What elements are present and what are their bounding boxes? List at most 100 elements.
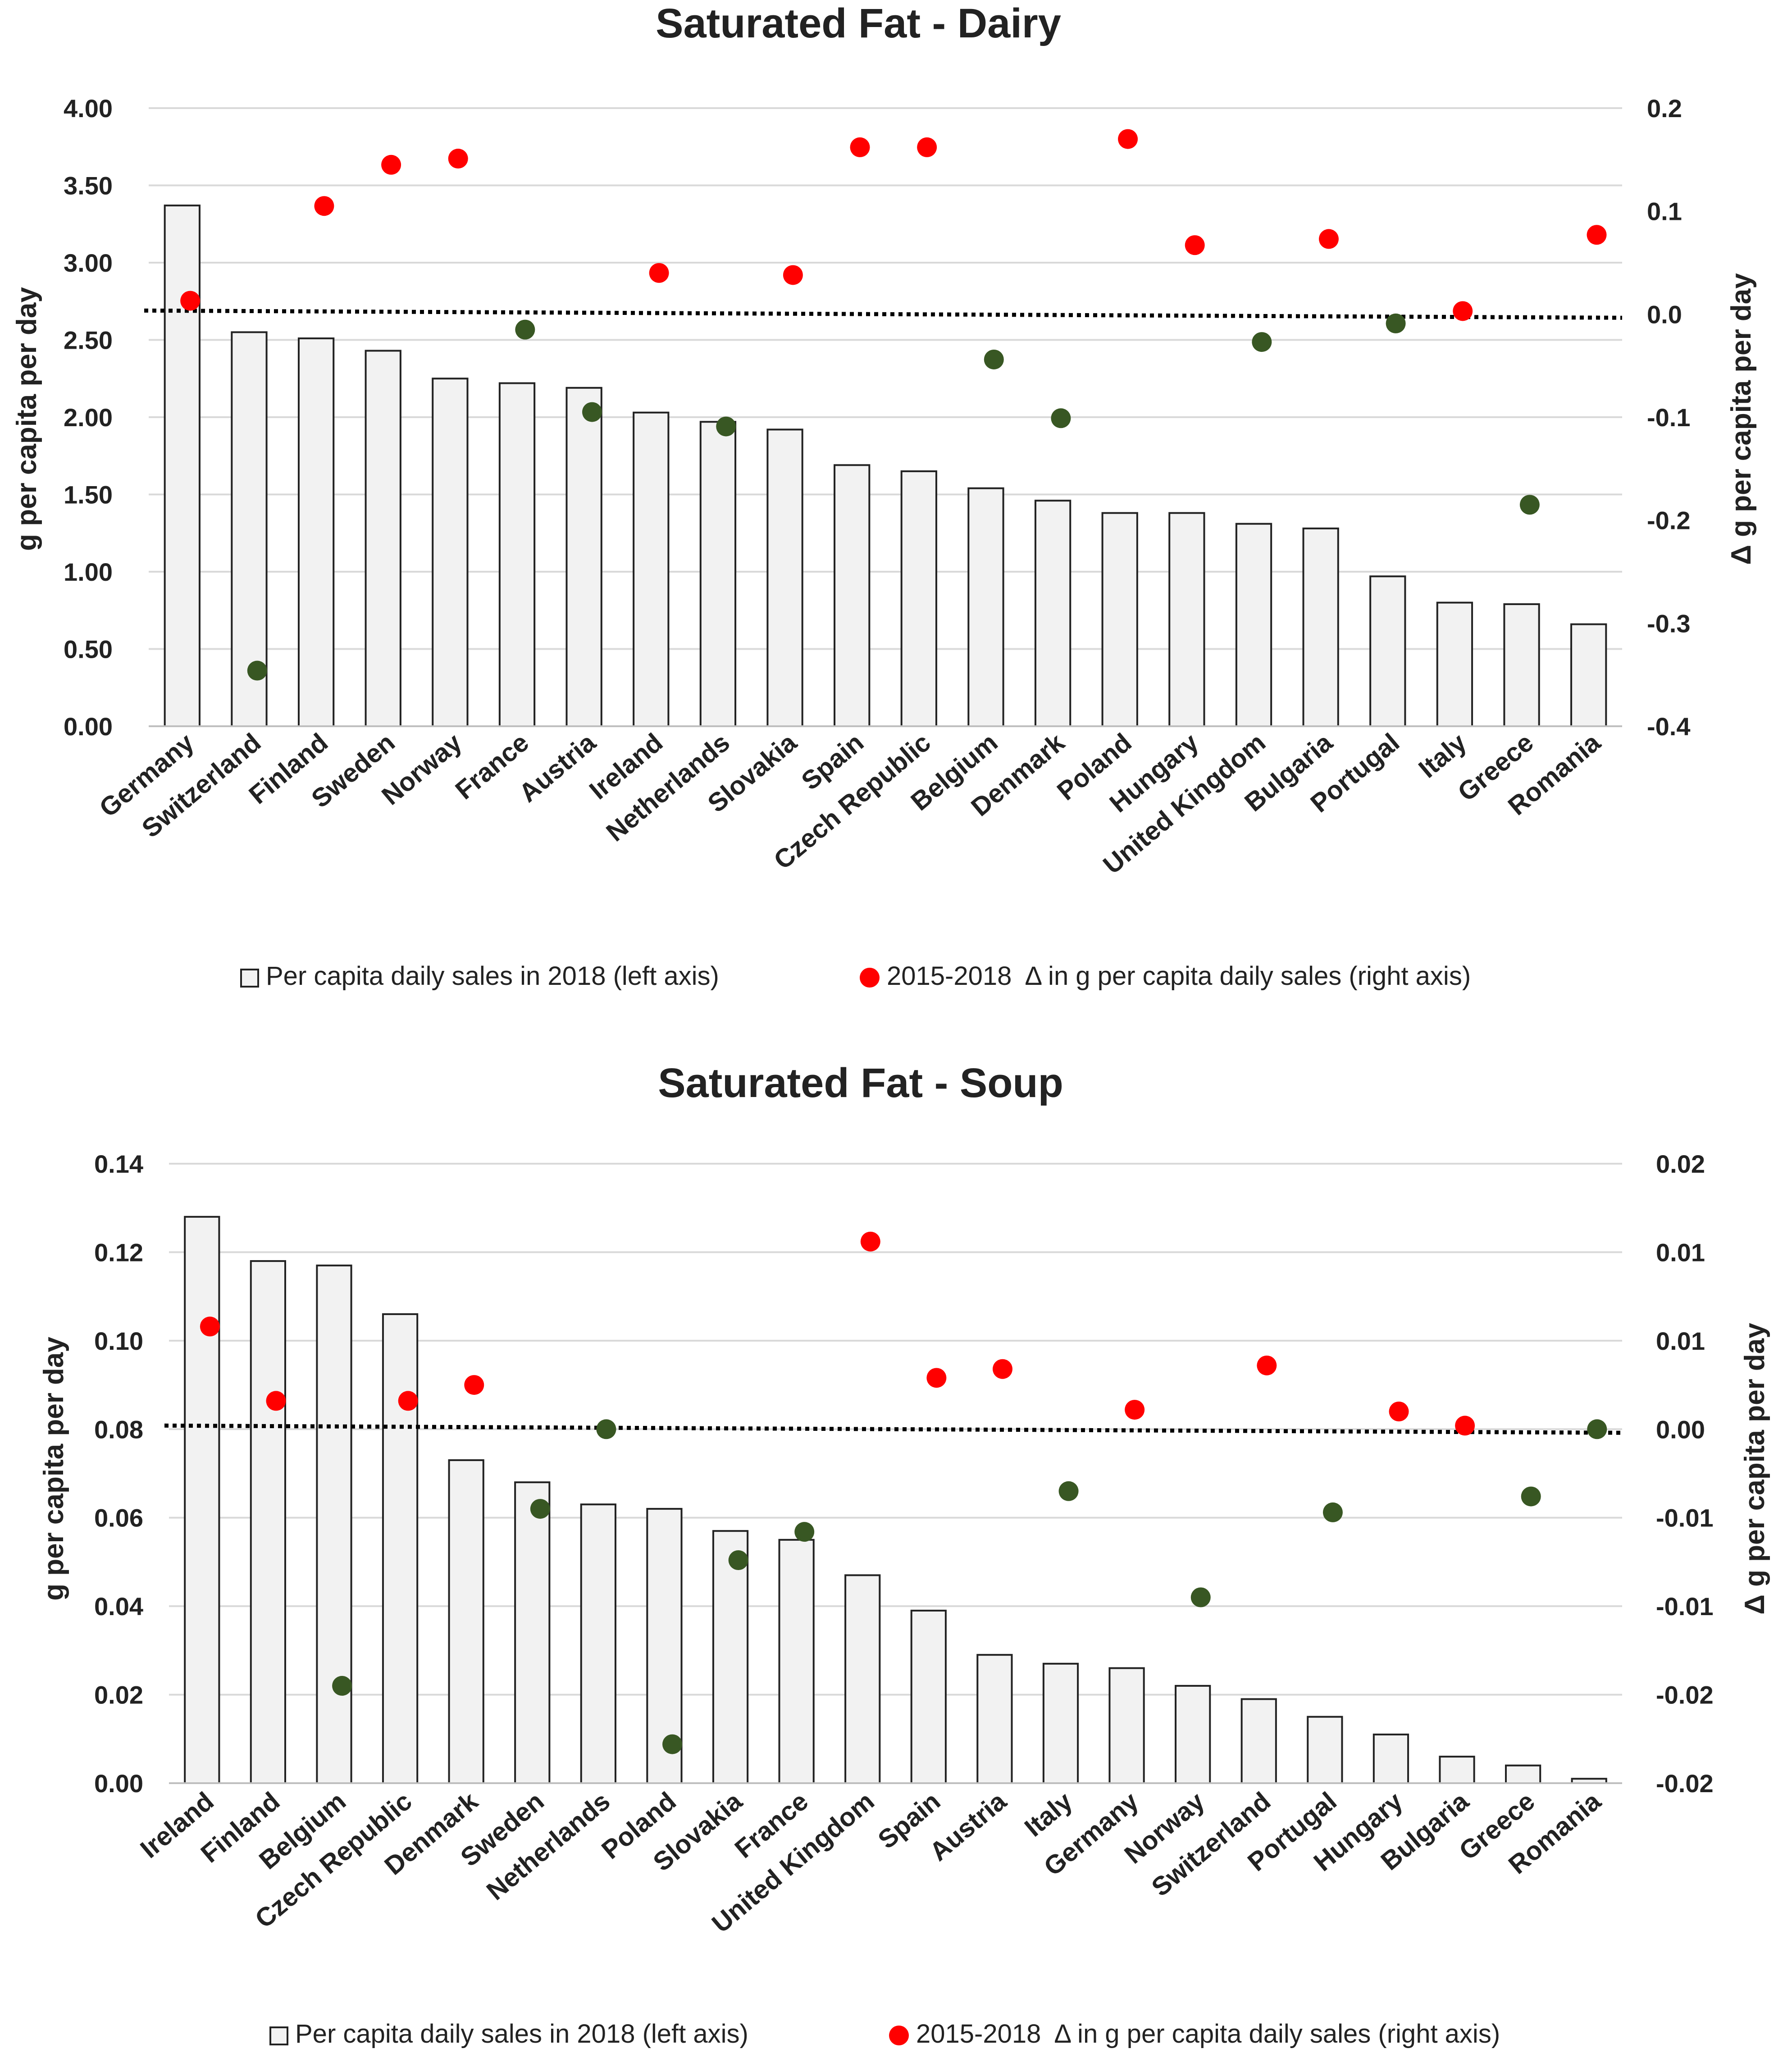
change-point <box>1587 225 1607 245</box>
left-tick-label: 0.50 <box>64 635 113 664</box>
bar <box>766 428 803 727</box>
bar <box>1439 1756 1475 1785</box>
change-point <box>860 1231 880 1252</box>
change-point <box>1252 332 1272 352</box>
change-point <box>1190 1587 1211 1607</box>
right-tick-label: 0.02 <box>1656 1150 1705 1178</box>
bar <box>910 1609 947 1785</box>
right-tick-label: -0.1 <box>1647 403 1691 432</box>
left-tick-label: 0.04 <box>94 1592 143 1621</box>
left-tick-label: 3.50 <box>64 172 113 200</box>
right-tick-label: 0.0 <box>1647 300 1682 328</box>
change-point <box>530 1499 550 1519</box>
bar <box>1369 575 1406 728</box>
bar <box>1235 523 1272 728</box>
left-tick-label: 0.02 <box>94 1681 143 1709</box>
bar <box>1101 512 1138 728</box>
bar <box>1108 1667 1145 1784</box>
bar <box>1570 623 1607 727</box>
category-label: Austria <box>514 728 602 808</box>
soup-chart: Saturated Fat - Soup g per capita per da… <box>38 1060 1770 2049</box>
bar <box>1034 500 1072 727</box>
change-point <box>1386 313 1406 333</box>
bar <box>448 1459 484 1784</box>
bar <box>1042 1662 1079 1785</box>
change-point <box>1389 1402 1409 1421</box>
change-point <box>1185 235 1205 255</box>
change-point <box>1521 1486 1541 1507</box>
bar <box>184 1216 220 1784</box>
bar <box>1302 527 1339 727</box>
right-tick-label: 0.1 <box>1647 197 1682 226</box>
right-axis-label: Δ g per capita per day <box>1739 1323 1770 1615</box>
change-point <box>1118 129 1138 149</box>
left-tick-label: 4.00 <box>64 94 113 123</box>
right-tick-label: -0.02 <box>1656 1769 1714 1798</box>
bar <box>1503 603 1540 728</box>
change-point <box>266 1391 286 1411</box>
change-point <box>794 1522 815 1542</box>
bar <box>231 331 268 727</box>
bar <box>498 382 536 727</box>
left-tick-label: 1.00 <box>64 558 113 586</box>
right-tick-label: 0.01 <box>1656 1327 1705 1355</box>
bar <box>900 470 937 728</box>
change-point <box>783 265 803 285</box>
dairy-chart: Saturated Fat - Dairy g per capita per d… <box>11 0 1757 991</box>
legend-bar-swatch <box>240 969 259 988</box>
change-point <box>464 1375 484 1395</box>
bar <box>565 387 602 727</box>
change-point <box>381 155 401 175</box>
bar <box>250 1260 286 1785</box>
legend-dot-label: 2015-2018 Δ in g per capita daily sales … <box>916 2019 1500 2049</box>
category-label: Austria <box>924 1786 1012 1867</box>
change-point <box>728 1550 748 1570</box>
left-tick-label: 2.50 <box>64 326 113 355</box>
bar <box>365 350 401 727</box>
bar <box>432 378 469 727</box>
change-point <box>332 1675 352 1696</box>
change-point <box>200 1316 220 1337</box>
plot-area: 0.00 0.02 0.04 0.06 0.08 0.10 0.12 0.14 -0.02 -0.… <box>94 1150 1714 1939</box>
right-tick-label: -0.2 <box>1647 506 1691 535</box>
bar <box>382 1313 419 1784</box>
change-point <box>448 149 468 169</box>
change-point <box>314 196 334 216</box>
left-tick-label: 0.14 <box>94 1150 143 1178</box>
change-point <box>515 319 535 340</box>
plot-area: 0.00 0.50 1.00 1.50 2.00 2.50 3.00 3.50 4.00 -0.4… <box>64 94 1691 880</box>
change-point <box>1318 229 1339 249</box>
bar <box>297 337 335 727</box>
right-axis-label: Δ g per capita per day <box>1726 273 1757 565</box>
change-point <box>1455 1416 1475 1436</box>
bar <box>967 487 1004 727</box>
bar <box>1168 512 1205 728</box>
bar <box>699 421 737 727</box>
legend: Per capita daily sales in 2018 (left axi… <box>240 961 1471 991</box>
change-point <box>917 137 937 157</box>
bar <box>1175 1685 1211 1784</box>
right-tick-label: -0.01 <box>1656 1592 1714 1621</box>
left-tick-label: 1.50 <box>64 481 113 509</box>
bar <box>834 464 871 727</box>
change-point <box>716 416 736 437</box>
left-tick-label: 0.00 <box>94 1769 143 1798</box>
bar <box>633 411 670 727</box>
change-point <box>398 1391 418 1411</box>
change-point <box>1587 1419 1607 1439</box>
bar <box>514 1481 551 1784</box>
change-point <box>1453 301 1473 321</box>
bar <box>976 1654 1013 1784</box>
legend-dot-swatch <box>860 968 880 988</box>
change-point <box>1322 1502 1343 1522</box>
right-tick-label: -0.02 <box>1656 1681 1714 1709</box>
bar <box>316 1264 352 1784</box>
change-point <box>596 1419 616 1439</box>
change-point <box>984 349 1004 369</box>
chart-title: Saturated Fat - Dairy <box>656 0 1061 46</box>
left-tick-label: 0.10 <box>94 1327 143 1355</box>
change-point <box>992 1359 1012 1379</box>
change-point <box>247 660 267 681</box>
